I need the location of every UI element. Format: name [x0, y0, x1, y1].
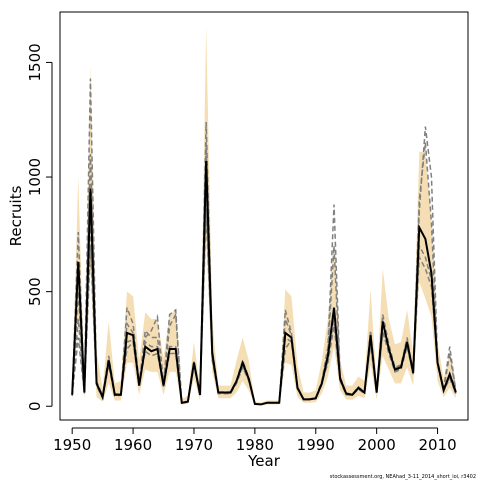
x-axis: 1950 1960 1970 1980 1990 2000 2010: [53, 427, 457, 454]
x-axis-title: Year: [247, 452, 281, 470]
x-tick-label-1990: 1990: [297, 436, 335, 454]
y-tick-label-1500: 1500: [26, 43, 44, 81]
x-tick-label-2010: 2010: [418, 436, 456, 454]
y-tick-label-0: 0: [26, 401, 44, 411]
x-tick-label-1960: 1960: [114, 436, 152, 454]
x-tick-label-1950: 1950: [53, 436, 91, 454]
y-axis: 0 500 1000 1500: [26, 43, 53, 411]
plot-frame: [59, 11, 469, 421]
footer-note: stockassessment.org, NEAhad_3-11_2014_sh…: [330, 474, 476, 480]
x-tick-label-1980: 1980: [236, 436, 274, 454]
x-tick-label-1970: 1970: [175, 436, 213, 454]
y-tick-label-1000: 1000: [26, 158, 44, 196]
estimate-line-layer: [71, 160, 457, 406]
confidence-band-layer: [72, 25, 456, 406]
estimate-line: [71, 160, 457, 406]
confidence-band: [72, 25, 456, 406]
x-tick-label-2000: 2000: [358, 436, 396, 454]
y-tick-label-500: 500: [26, 277, 44, 306]
y-axis-title: Recruits: [7, 185, 25, 246]
